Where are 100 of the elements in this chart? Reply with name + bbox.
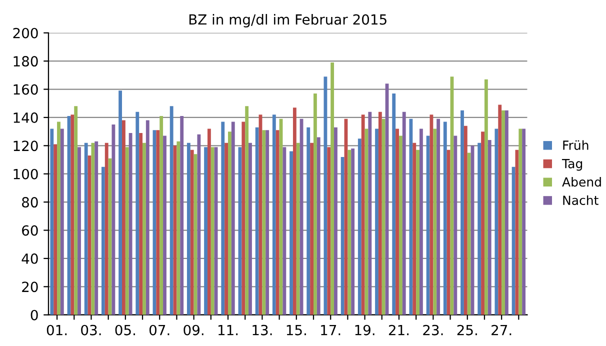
bar <box>382 118 386 315</box>
y-tick-label: 160 <box>14 84 38 95</box>
bar <box>426 136 430 315</box>
bar <box>266 130 270 315</box>
bar <box>60 128 64 315</box>
bar <box>156 130 160 315</box>
bar <box>136 112 140 315</box>
x-tick-label: 09. <box>184 324 204 336</box>
bar <box>409 118 413 315</box>
bar <box>522 128 526 315</box>
bar <box>402 112 406 315</box>
x-tick-label: 05. <box>115 324 135 336</box>
bar <box>186 142 190 315</box>
bar <box>112 124 116 315</box>
bar <box>416 150 420 315</box>
x-tick-label: 17. <box>321 325 340 336</box>
bar <box>368 112 372 315</box>
x-tick-label: 15. <box>286 325 306 336</box>
bar <box>128 132 132 315</box>
x-tick-label: 13. <box>252 324 272 336</box>
bar <box>396 128 399 315</box>
bar <box>375 128 378 315</box>
bar <box>358 138 362 315</box>
bar <box>176 141 180 315</box>
x-tick-label: 19. <box>355 324 374 336</box>
bar <box>488 140 492 315</box>
bar <box>160 116 164 315</box>
bar <box>282 147 286 315</box>
y-tick-label: 80 <box>22 197 38 208</box>
bar <box>242 122 246 315</box>
bar <box>224 142 228 315</box>
y-tick-label: 180 <box>14 56 38 67</box>
legend-label: Früh <box>563 140 588 150</box>
x-tick-label: 03. <box>81 324 101 336</box>
bar <box>334 127 338 315</box>
legend-label: Nacht <box>563 195 598 206</box>
bar <box>197 134 201 315</box>
bar <box>306 127 310 315</box>
bar <box>330 62 334 315</box>
bar <box>296 142 300 315</box>
bar <box>104 142 108 315</box>
bar <box>245 106 249 315</box>
bar <box>412 142 416 315</box>
bar <box>443 122 447 315</box>
bar <box>255 127 259 315</box>
bar <box>207 128 211 315</box>
bar <box>221 122 225 315</box>
bar <box>146 120 150 315</box>
bar <box>50 128 54 315</box>
bar <box>210 147 214 315</box>
bar <box>310 142 314 315</box>
bar <box>316 137 320 315</box>
bar <box>70 114 74 315</box>
bar <box>163 136 166 315</box>
x-tick-label: 01. <box>46 324 67 336</box>
bar <box>57 122 60 315</box>
y-tick-label: 20 <box>22 282 38 292</box>
y-tick-label: 100 <box>14 168 38 180</box>
bar <box>204 147 208 315</box>
x-tick-label: 11. <box>218 325 238 336</box>
bar <box>139 132 143 315</box>
bar <box>464 126 468 315</box>
bar <box>436 118 440 315</box>
bar <box>518 128 522 315</box>
bar <box>351 148 355 315</box>
x-tick-label: 27. <box>492 324 512 336</box>
bar <box>125 147 129 315</box>
bar <box>190 150 194 315</box>
bar <box>460 110 464 315</box>
bar <box>78 147 81 315</box>
y-tick-label: 60 <box>22 225 38 236</box>
y-tick-label: 40 <box>22 253 38 264</box>
bar <box>481 132 484 315</box>
chart-title: BZ in mg/dl im Februar 2015 <box>189 14 386 28</box>
bar <box>446 150 450 315</box>
bar <box>84 142 88 315</box>
bar <box>262 130 266 315</box>
bar <box>248 142 252 315</box>
bar <box>228 132 232 315</box>
x-tick-label: 07. <box>149 324 170 336</box>
y-tick-label: 0 <box>30 310 38 320</box>
bar <box>420 128 423 315</box>
bar <box>484 79 488 315</box>
bar <box>504 110 508 315</box>
bar <box>348 150 352 315</box>
bar <box>180 116 184 315</box>
bar <box>361 114 365 315</box>
bar <box>392 94 396 315</box>
bar <box>378 112 382 315</box>
bar <box>142 142 146 315</box>
bar <box>494 128 498 315</box>
bar <box>502 110 505 315</box>
bar <box>170 106 174 315</box>
y-tick-label: 200 <box>13 28 38 38</box>
bar <box>340 156 344 315</box>
bar <box>327 147 331 315</box>
bar <box>101 166 105 315</box>
bar <box>433 128 437 315</box>
bar <box>454 136 458 315</box>
y-tick-label: 120 <box>14 140 38 152</box>
